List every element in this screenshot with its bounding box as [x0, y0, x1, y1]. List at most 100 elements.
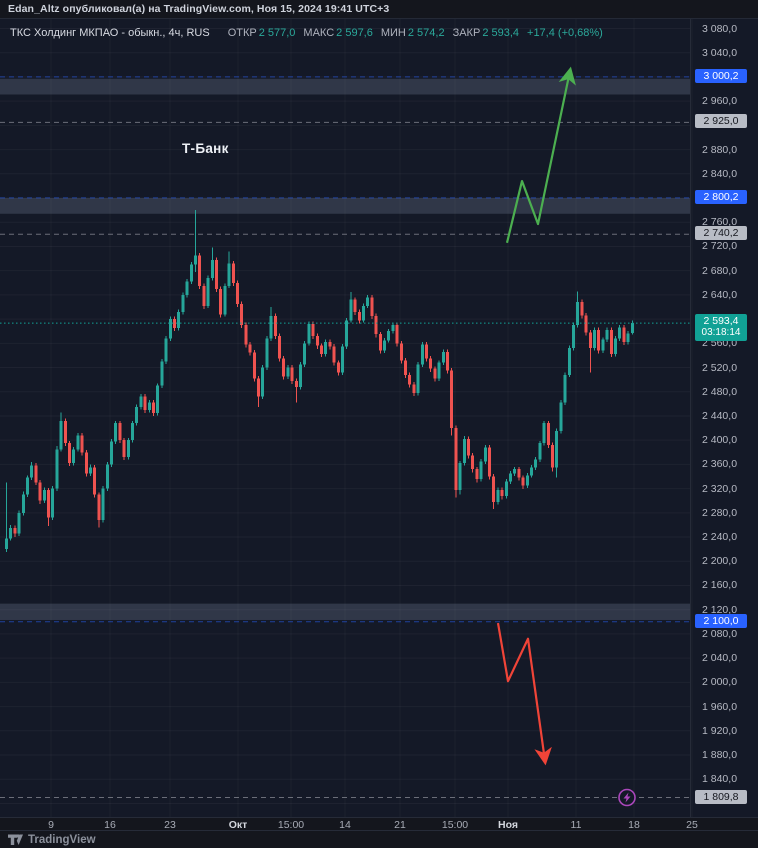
time-tick: 9 — [48, 819, 54, 831]
time-tick: Ноя — [498, 819, 518, 831]
candle-body — [30, 465, 34, 478]
candle-body — [17, 512, 21, 534]
price-chart-canvas[interactable] — [0, 19, 758, 818]
time-tick: 25 — [686, 819, 698, 831]
highlight-zone[interactable] — [0, 603, 690, 620]
alert-price-badge[interactable]: 2 100,0 — [695, 613, 747, 628]
candle-body — [215, 259, 218, 289]
candle-body — [105, 464, 109, 489]
candle-body — [240, 303, 244, 326]
symbol-header[interactable]: ТКС Холдинг МКПАО - обыкн., 4ч, RUS ОТКР… — [10, 25, 603, 41]
price-axis[interactable]: 3 080,0 3 040,0 2 960,0 2 880,0 2 840,0 2 760… — [690, 19, 758, 818]
open-label: ОТКР — [227, 27, 257, 39]
candle-body — [538, 443, 542, 460]
alert-price-badge[interactable]: 2 925,0 — [695, 114, 747, 129]
candle-body — [446, 351, 449, 371]
candle-body — [278, 336, 281, 359]
candle-body — [433, 368, 437, 379]
candle-body — [320, 345, 323, 355]
candle-body — [265, 338, 269, 368]
price-tick: 2 040,0 — [702, 652, 738, 665]
candle-body — [97, 494, 101, 521]
price-tick: 2 320,0 — [702, 482, 738, 495]
tradingview-logo[interactable]: TradingView — [8, 833, 96, 847]
price-tick: 2 160,0 — [702, 579, 738, 592]
candle-body — [488, 447, 491, 477]
candle-body — [299, 364, 302, 387]
candle-body — [114, 423, 118, 442]
candle-body — [601, 339, 605, 351]
candle-body — [618, 327, 622, 339]
candle-body — [139, 396, 143, 407]
candle-body — [135, 406, 139, 424]
candle-body — [76, 435, 80, 450]
candle-body — [198, 255, 202, 286]
published-idea-bar: Edan_Altz опубликовал(а) на TradingView.… — [0, 0, 758, 18]
price-tick: 2 000,0 — [702, 676, 738, 689]
high-value: 2 597,6 — [336, 27, 373, 39]
candle-body — [307, 323, 311, 344]
bullish-arrow-drawing[interactable] — [505, 66, 576, 244]
candle-body — [416, 364, 420, 393]
candle-body — [412, 384, 416, 393]
candle-body — [68, 443, 71, 464]
candle-body — [181, 294, 185, 312]
price-tick: 2 360,0 — [702, 458, 738, 471]
price-tick: 2 240,0 — [702, 531, 738, 544]
candle-body — [370, 297, 374, 317]
low-value: 2 574,2 — [407, 27, 445, 39]
candle-body — [580, 302, 584, 316]
time-tick: 18 — [628, 819, 640, 831]
candle-body — [315, 336, 319, 346]
candle-body — [122, 440, 126, 458]
candle-body — [399, 343, 403, 361]
candle-body — [55, 449, 59, 489]
candle-body — [101, 488, 105, 521]
tbank-text-annotation[interactable]: Т-Банк — [182, 141, 229, 156]
candle-body — [345, 320, 349, 347]
bar-countdown: 03:18:14 — [701, 327, 741, 339]
price-tick: 3 040,0 — [702, 46, 738, 59]
price-tick: 2 080,0 — [702, 627, 738, 640]
candle-body — [609, 329, 613, 355]
bearish-arrow-drawing[interactable] — [496, 622, 552, 766]
candle-body — [21, 494, 25, 513]
candle-body — [189, 264, 193, 282]
alert-price-badge[interactable]: 2 800,2 — [695, 189, 747, 204]
candle-body — [525, 475, 529, 486]
candle-body — [273, 316, 277, 337]
candle-body — [362, 305, 365, 321]
lightning-icon — [623, 792, 631, 803]
price-tick: 2 840,0 — [702, 167, 738, 180]
tradingview-logo-text: TradingView — [28, 833, 96, 846]
candle-body — [378, 334, 382, 351]
chart-pane[interactable]: ТКС Холдинг МКПАО - обыкн., 4ч, RUS ОТКР… — [0, 18, 758, 818]
time-axis[interactable]: 9 16 23 Окт 15:00 14 21 15:00 Ноя 11 18 25 — [0, 817, 758, 831]
highlight-zone[interactable] — [0, 198, 690, 214]
price-tick: 2 960,0 — [702, 95, 738, 108]
candle-body — [173, 319, 176, 329]
candle-body — [152, 402, 155, 413]
price-tick: 2 720,0 — [702, 240, 738, 253]
candle-body — [5, 538, 8, 550]
candle-body — [500, 489, 504, 496]
alert-price-badge[interactable]: 3 000,2 — [695, 68, 747, 83]
candle-body — [294, 380, 298, 387]
time-tick: 23 — [164, 819, 176, 831]
low-label: МИН — [380, 27, 406, 39]
candle-body — [458, 463, 462, 490]
candle-body — [509, 473, 512, 482]
candle-body — [462, 438, 466, 464]
candle-body — [261, 367, 265, 397]
candle-body — [576, 302, 580, 326]
time-tick: 15:00 — [277, 819, 305, 831]
alert-price-badge[interactable]: 1 809,8 — [695, 789, 747, 804]
candle-body — [177, 311, 181, 329]
highlight-zone[interactable] — [0, 78, 690, 95]
candle-body — [353, 299, 357, 312]
price-tick: 2 120,0 — [702, 603, 738, 616]
candle-body — [492, 476, 496, 502]
candle-body — [454, 428, 458, 490]
alert-price-badge[interactable]: 2 740,2 — [695, 226, 747, 241]
candle-body — [202, 285, 206, 306]
